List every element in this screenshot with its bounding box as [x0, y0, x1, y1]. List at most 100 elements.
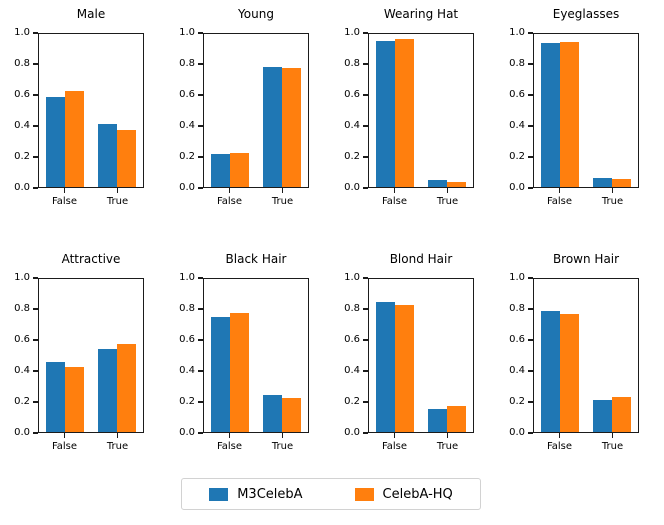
bar-m3celeba-false [46, 96, 65, 187]
y-tick-label: 0.8 [14, 303, 30, 314]
subplot-eyeglasses: Eyeglasses 0.0 0.2 0.4 0.6 0.8 1.0 False True [495, 0, 661, 215]
y-tick-label: 1.0 [344, 272, 360, 283]
y-tick-label: 1.0 [14, 27, 30, 38]
x-tick-label: False [381, 441, 408, 452]
bar-group-true [91, 279, 143, 432]
bar-m3celeba-false [541, 311, 560, 432]
subplot-title: Brown Hair [552, 252, 620, 266]
x-tick-label: False [546, 441, 573, 452]
x-tick-label: False [546, 196, 573, 207]
y-tick-label: 0.4 [179, 365, 195, 376]
axes-box [203, 278, 309, 433]
y-tick-mark [363, 432, 368, 434]
bar-celeba-hq-true [117, 344, 136, 432]
y-tick-label: 0.0 [179, 427, 195, 438]
y-tick-mark [198, 339, 203, 341]
y-tick-label: 1.0 [179, 272, 195, 283]
y-tick-mark [528, 339, 533, 341]
x-tick-label: True [271, 196, 294, 207]
y-tick-label: 0.0 [344, 182, 360, 193]
y-tick-mark [33, 156, 38, 158]
subplot-title: Blond Hair [389, 252, 453, 266]
y-tick-mark [363, 63, 368, 65]
bar-group-false [39, 34, 91, 187]
y-tick-mark [528, 63, 533, 65]
subplot-title: Young [238, 7, 274, 21]
x-tick-label: True [436, 441, 459, 452]
y-tick-label: 0.8 [14, 58, 30, 69]
bar-celeba-hq-false [65, 90, 84, 187]
y-tick-mark [528, 156, 533, 158]
bar-group-false [534, 279, 586, 432]
y-tick-mark [363, 32, 368, 34]
y-tick-label: 0.6 [509, 334, 525, 345]
axes-box [38, 278, 144, 433]
subplot-title: Wearing Hat [383, 7, 459, 21]
y-tick-mark [33, 339, 38, 341]
y-tick-label: 0.8 [509, 303, 525, 314]
y-tick-mark [198, 370, 203, 372]
bar-celeba-hq-false [560, 314, 579, 432]
y-tick-mark [528, 94, 533, 96]
y-tick-mark [363, 339, 368, 341]
x-tick-mark [228, 188, 231, 193]
y-tick-mark [33, 370, 38, 372]
bar-celeba-hq-true [282, 67, 301, 187]
y-tick-label: 0.2 [179, 151, 195, 162]
x-tick-label: True [601, 441, 624, 452]
y-tick-mark [528, 32, 533, 34]
x-tick-mark [116, 188, 119, 193]
y-tick-mark [198, 432, 203, 434]
axes-box [533, 278, 639, 433]
bar-m3celeba-true [428, 180, 447, 187]
subplot-blond-hair: Blond Hair 0.0 0.2 0.4 0.6 0.8 1.0 False True [330, 245, 496, 460]
x-tick-mark [446, 188, 449, 193]
bar-celeba-hq-true [447, 181, 466, 187]
y-tick-label: 0.4 [179, 120, 195, 131]
bar-celeba-hq-false [230, 153, 249, 187]
subplot-title: Male [76, 7, 106, 21]
y-tick-label: 0.2 [179, 396, 195, 407]
x-tick-mark [116, 433, 119, 438]
bar-m3celeba-true [98, 124, 117, 187]
bar-m3celeba-true [593, 177, 612, 187]
bar-celeba-hq-false [395, 305, 414, 432]
y-tick-label: 0.2 [14, 396, 30, 407]
x-tick-mark [393, 433, 396, 438]
y-tick-mark [363, 308, 368, 310]
bar-celeba-hq-false [560, 41, 579, 187]
subplot-brown-hair: Brown Hair 0.0 0.2 0.4 0.6 0.8 1.0 False True [495, 245, 661, 460]
bar-m3celeba-false [376, 301, 395, 432]
y-tick-mark [33, 125, 38, 127]
bar-celeba-hq-true [282, 398, 301, 432]
y-tick-label: 1.0 [14, 272, 30, 283]
y-tick-label: 0.2 [509, 396, 525, 407]
y-tick-mark [363, 370, 368, 372]
y-tick-mark [363, 125, 368, 127]
y-tick-mark [528, 187, 533, 189]
x-tick-label: False [381, 196, 408, 207]
y-tick-label: 1.0 [179, 27, 195, 38]
y-tick-label: 0.8 [344, 303, 360, 314]
y-tick-mark [33, 401, 38, 403]
bar-group-true [586, 279, 638, 432]
y-tick-label: 0.2 [509, 151, 525, 162]
y-tick-mark [198, 94, 203, 96]
bar-celeba-hq-false [65, 366, 84, 432]
axes-box [368, 33, 474, 188]
y-tick-label: 0.0 [509, 182, 525, 193]
legend-entry-celeba-hq: CelebA-HQ [354, 487, 453, 502]
bar-m3celeba-false [211, 316, 230, 432]
y-tick-label: 0.8 [179, 58, 195, 69]
bar-group-false [369, 34, 421, 187]
bar-group-true [256, 279, 308, 432]
x-tick-label: False [216, 441, 243, 452]
y-tick-label: 0.2 [344, 151, 360, 162]
bar-celeba-hq-true [117, 130, 136, 187]
x-tick-mark [281, 188, 284, 193]
y-tick-mark [363, 156, 368, 158]
y-tick-label: 1.0 [509, 27, 525, 38]
subplot-title: Attractive [61, 252, 121, 266]
y-tick-label: 0.4 [344, 365, 360, 376]
subplot-title: Eyeglasses [552, 7, 620, 21]
